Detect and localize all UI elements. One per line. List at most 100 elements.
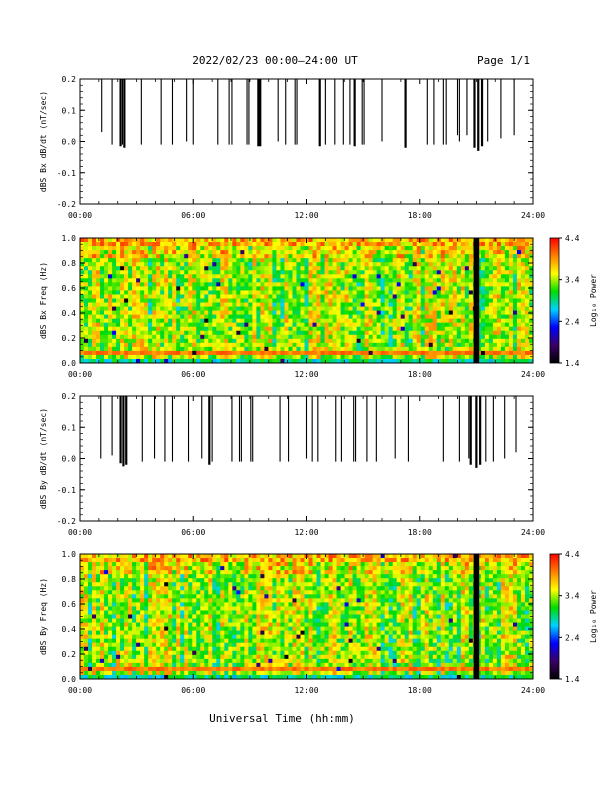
spectrogram-cell bbox=[176, 294, 181, 299]
spectrogram-cell bbox=[520, 322, 526, 328]
spectrogram-cell bbox=[344, 326, 350, 332]
spectrogram-cell bbox=[280, 350, 285, 356]
spectrogram-cell bbox=[148, 310, 153, 316]
spectrogram-cell bbox=[232, 358, 237, 364]
spectrogram-cell bbox=[96, 254, 101, 259]
spectrogram-cell bbox=[184, 310, 189, 316]
spectrogram-cell bbox=[344, 294, 350, 299]
spectrogram-cell bbox=[308, 354, 314, 360]
spectrogram-cell bbox=[208, 346, 213, 352]
spectrogram-cell bbox=[432, 246, 438, 251]
spectrogram-cell bbox=[124, 274, 129, 279]
spectrogram-cell bbox=[112, 586, 117, 591]
spectrogram-cell bbox=[520, 346, 526, 352]
spectrogram-cell bbox=[140, 334, 145, 340]
spectrogram-cell bbox=[372, 246, 378, 251]
spectrogram-cell bbox=[116, 342, 121, 348]
spectrogram-cell bbox=[272, 358, 277, 364]
spectrogram-cell bbox=[352, 310, 358, 316]
spectrogram-cell bbox=[460, 294, 466, 299]
spectrogram-cell bbox=[192, 298, 197, 304]
spectrogram-cell bbox=[424, 358, 430, 364]
spectrogram-cell bbox=[140, 650, 145, 656]
spectrogram-cell bbox=[100, 350, 105, 356]
spectrogram-cell bbox=[464, 286, 470, 291]
spectrogram-cell bbox=[356, 326, 362, 332]
spectrogram-cell bbox=[288, 294, 293, 299]
spectrogram-cell bbox=[128, 342, 133, 348]
spectrogram-cell bbox=[120, 282, 125, 287]
spectrogram-cell bbox=[184, 242, 189, 247]
spectrogram-cell bbox=[432, 322, 438, 328]
spectrogram-cell bbox=[432, 318, 438, 324]
spectrogram-cell bbox=[144, 570, 149, 575]
spectrogram-cell bbox=[240, 254, 245, 259]
spectrogram-cell bbox=[132, 646, 137, 652]
spectrogram-cell bbox=[136, 654, 141, 660]
spectrogram-cell bbox=[520, 334, 526, 340]
spectrogram-cell bbox=[528, 322, 534, 328]
spectrogram-cell bbox=[80, 290, 85, 295]
spectrogram-cell bbox=[220, 254, 225, 259]
spectrogram-cell bbox=[188, 346, 193, 352]
spectrogram-cell bbox=[148, 658, 153, 664]
spectrogram-cell bbox=[284, 242, 289, 247]
spectrogram-cell bbox=[136, 634, 141, 640]
spectrogram-cell bbox=[376, 330, 382, 336]
spectrogram-cell bbox=[436, 314, 442, 320]
spectrogram-cell bbox=[420, 350, 426, 356]
spectrogram-cell bbox=[176, 626, 181, 632]
spectrogram-cell bbox=[232, 326, 237, 332]
spectrogram-cell bbox=[196, 602, 201, 607]
spectrogram-cell bbox=[124, 594, 129, 599]
spectrogram-cell bbox=[368, 266, 374, 271]
spectrogram-cell bbox=[344, 302, 350, 308]
spectrogram-cell bbox=[196, 610, 201, 615]
spectrogram-cell bbox=[332, 326, 338, 332]
spectrogram-cell bbox=[96, 618, 101, 624]
spectrogram-cell bbox=[392, 282, 398, 287]
spectrogram-cell bbox=[164, 638, 169, 644]
spectrogram-cell bbox=[108, 606, 113, 611]
spectrogram-cell bbox=[184, 670, 189, 676]
spectrogram-cell bbox=[108, 602, 113, 607]
spectrogram-cell bbox=[192, 658, 197, 664]
spectrogram-cell bbox=[380, 346, 386, 352]
spectrogram-cell bbox=[296, 262, 301, 267]
spectrogram-cell bbox=[436, 258, 442, 263]
spectrogram-cell bbox=[112, 602, 117, 607]
spectrogram-cell bbox=[132, 610, 137, 615]
spectrogram-cell bbox=[292, 266, 297, 271]
spectrogram-cell bbox=[240, 322, 245, 328]
spectrogram-cell bbox=[160, 314, 165, 320]
spectrogram-cell bbox=[172, 578, 177, 583]
spectrogram-cell bbox=[292, 286, 297, 291]
spectrogram-cell bbox=[228, 258, 233, 263]
spectrogram-cell bbox=[184, 322, 189, 328]
spectrogram-cell bbox=[312, 338, 318, 344]
spectrogram-cell bbox=[500, 350, 506, 356]
spectrogram-cell bbox=[160, 634, 165, 640]
spectrogram-cell bbox=[332, 258, 338, 263]
spectrogram-cell bbox=[428, 358, 434, 364]
spectrogram-cell bbox=[204, 658, 209, 664]
spectrogram-cell bbox=[144, 598, 149, 603]
spectrogram-cell bbox=[144, 358, 149, 364]
spectrogram-cell bbox=[168, 278, 173, 283]
spectrogram-cell bbox=[228, 350, 233, 356]
spectrogram-cell bbox=[116, 594, 121, 599]
spectrogram-cell bbox=[404, 270, 410, 275]
spectrogram-cell bbox=[276, 254, 281, 259]
spectrogram-cell bbox=[216, 242, 221, 247]
spectrogram-cell bbox=[288, 350, 293, 356]
x-tick-label: 06:00 bbox=[181, 528, 205, 537]
spectrogram-cell bbox=[448, 358, 454, 364]
spectrogram-cell bbox=[324, 330, 330, 336]
spectrogram-cell bbox=[380, 246, 386, 251]
spectrogram-cell bbox=[440, 266, 446, 271]
spectrogram-cell bbox=[268, 330, 273, 336]
spectrogram-cell bbox=[416, 266, 422, 271]
spectrogram-cell bbox=[96, 674, 101, 680]
spectrogram-cell bbox=[348, 314, 354, 320]
